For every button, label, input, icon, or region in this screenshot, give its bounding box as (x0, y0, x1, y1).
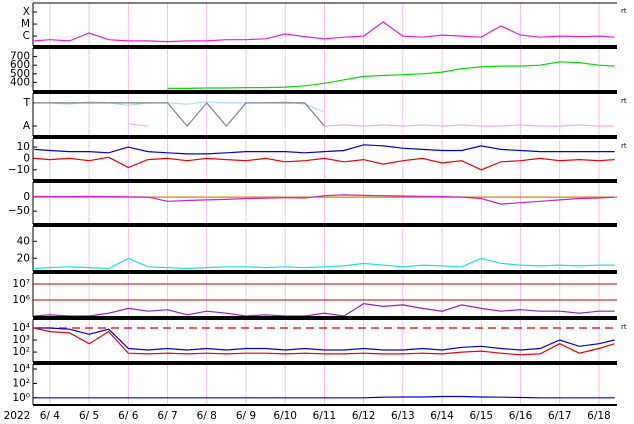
y-tick-label: 10⁶ (12, 294, 30, 306)
panel-note: rt (621, 97, 627, 105)
data-line (34, 101, 325, 128)
y-tick-label: 500 (10, 68, 30, 80)
x-tick-label: 6/10 (273, 410, 297, 422)
x-tick-label: 6/15 (469, 410, 493, 422)
y-tick-label: 10³ (12, 334, 30, 346)
x-tick-label: 6/16 (509, 410, 533, 422)
data-line (167, 61, 615, 89)
data-line (34, 257, 615, 270)
y-tick-label: 10² (12, 346, 30, 358)
y-tick-label: C (23, 30, 30, 42)
x-tick-label: 6/ 6 (118, 410, 139, 422)
y-tick-label: −50 (8, 205, 30, 217)
data-line (34, 156, 615, 171)
data-line (34, 327, 615, 356)
y-tick-label: 40 (17, 235, 30, 247)
y-tick-label: X (23, 6, 30, 18)
x-tick-label: 6/17 (548, 410, 572, 422)
panel-note: rt (621, 142, 627, 150)
y-tick-label: 10⁴ (12, 322, 30, 334)
y-tick-label: 10 (17, 141, 30, 153)
y-tick-label: 600 (10, 59, 30, 71)
x-tick-label: 6/ 8 (197, 410, 217, 422)
y-tick-label: T (23, 97, 31, 109)
data-line (34, 21, 615, 43)
x-tick-label: 6/12 (352, 410, 376, 422)
x-tick-label: 6/13 (391, 410, 415, 422)
x-tick-label: 6/ 4 (40, 410, 61, 422)
x-axis-label: 2022 (4, 410, 31, 422)
y-tick-label: 10⁴ (12, 363, 30, 375)
y-tick-label: A (23, 120, 31, 132)
y-tick-label: 0 (23, 191, 30, 203)
x-tick-label: 6/14 (430, 410, 454, 422)
x-tick-label: 6/11 (313, 410, 337, 422)
y-tick-label: 0 (23, 152, 30, 164)
data-line (34, 194, 615, 205)
x-tick-label: 6/18 (587, 410, 611, 422)
y-tick-label: 400 (10, 76, 30, 88)
y-tick-label: 10² (12, 377, 30, 389)
y-tick-label: 700 (10, 51, 30, 63)
y-tick-label: 10⁰ (12, 392, 30, 404)
y-tick-label: −10 (8, 164, 30, 176)
x-tick-label: 6/ 5 (79, 410, 99, 422)
y-tick-label: 20 (17, 252, 30, 264)
panel-note: rt (621, 323, 627, 331)
data-line (128, 123, 615, 127)
data-line (34, 144, 615, 155)
data-line (34, 395, 615, 399)
x-tick-label: 6/ 9 (236, 410, 256, 422)
y-tick-label: M (21, 18, 30, 30)
data-line (34, 302, 615, 317)
panel-note: rt (621, 7, 627, 15)
y-tick-label: 10⁷ (12, 278, 30, 290)
data-line (34, 327, 615, 351)
x-tick-label: 6/ 7 (157, 410, 177, 422)
